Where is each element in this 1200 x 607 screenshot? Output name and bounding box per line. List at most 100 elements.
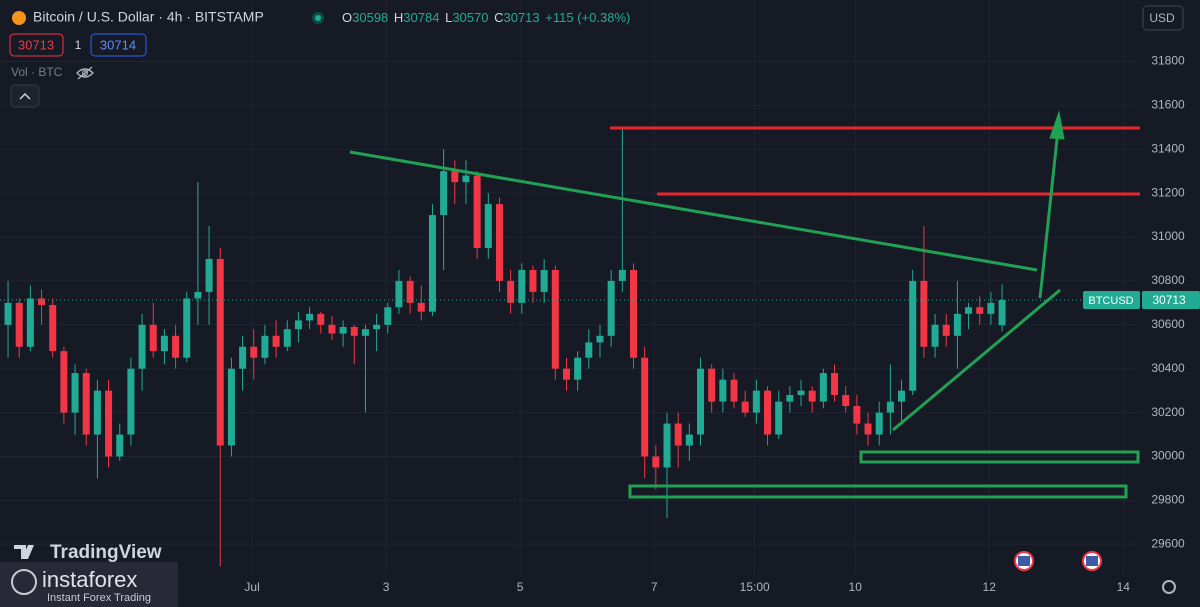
candle-body (116, 434, 124, 457)
candle-body (764, 390, 772, 435)
arrow-head (1049, 110, 1065, 140)
settings-icon[interactable] (1162, 580, 1176, 594)
coin-icon (12, 11, 26, 25)
candle-body (317, 313, 325, 325)
brand-logo (14, 545, 34, 559)
candle-body (105, 390, 113, 457)
candle-body (797, 390, 805, 396)
x-tick-label: Jul (244, 580, 259, 594)
candle-body (641, 357, 649, 457)
candle-body (373, 324, 381, 330)
candle-body (741, 401, 749, 413)
collapse-button[interactable] (10, 84, 40, 108)
candle-body (998, 300, 1006, 326)
candle-body (172, 335, 180, 358)
candle-body (730, 379, 738, 402)
candle-body (618, 269, 626, 281)
ask-box[interactable] (90, 33, 147, 57)
candle-body (652, 456, 660, 468)
candle-body (395, 280, 403, 308)
candle-body (194, 291, 202, 299)
candle-body (574, 357, 582, 380)
candle-body (350, 327, 358, 336)
x-tick-label: 5 (517, 580, 524, 594)
candle-body (585, 342, 593, 358)
candle-body (93, 390, 101, 435)
candle-body (60, 351, 68, 413)
y-tick-label: 30200 (1151, 405, 1185, 419)
candle-body (596, 335, 604, 343)
candle-body (49, 305, 57, 352)
candle-body (4, 302, 12, 325)
currency-button[interactable] (1142, 5, 1184, 31)
candle-body (71, 373, 79, 413)
event-flags[interactable] (1014, 551, 1102, 571)
candle-body (417, 302, 425, 312)
candle-body (428, 215, 436, 312)
candle-body (283, 329, 291, 347)
y-tick-label: 30600 (1151, 317, 1185, 331)
drawings (349, 110, 1140, 499)
legend-label: L (445, 10, 452, 25)
title: Bitcoin / U.S. Dollar · 4h · BITSTAMP (33, 9, 264, 25)
y-axis: 29600 29800 30000 30200 30400 30600 30800 31000… (1151, 54, 1185, 551)
candle-body (942, 324, 950, 336)
candle-body (451, 171, 459, 183)
x-tick-label: 14 (1117, 580, 1131, 594)
x-tick-label: 15:00 (740, 580, 770, 594)
candle-body (685, 434, 693, 446)
bid-box[interactable] (9, 33, 64, 57)
candle-body (205, 258, 213, 292)
hide-icon[interactable] (76, 66, 94, 80)
candle-body (976, 307, 984, 314)
y-tick-label: 30400 (1151, 361, 1185, 375)
candle-body (953, 313, 961, 336)
candle-body (127, 368, 135, 435)
change: +115 (545, 10, 573, 25)
y-tick-label: 31200 (1151, 185, 1185, 199)
support-trend (892, 288, 1061, 432)
support-zone (859, 450, 1140, 464)
trend-line (349, 150, 1038, 272)
x-tick-label: 7 (651, 580, 658, 594)
y-tick-label: 31400 (1151, 141, 1185, 155)
candle-body (674, 423, 682, 446)
candle-body (328, 324, 336, 334)
currency: USD (1149, 11, 1175, 25)
arrow (1038, 129, 1060, 299)
candle-body (149, 324, 157, 352)
candle-body (831, 373, 839, 396)
price-tag (1142, 291, 1200, 310)
watermark-sub: Instant Forex Trading (47, 592, 151, 604)
candle-body (160, 335, 168, 352)
candle-body (250, 346, 258, 358)
ask: 30714 (100, 37, 136, 52)
watermark-logo (11, 569, 37, 595)
candle-body (920, 280, 928, 347)
candle-body (272, 335, 280, 347)
y-tick-label: 30800 (1151, 273, 1185, 287)
candle-body (216, 258, 224, 446)
candle-body (440, 171, 448, 216)
support-zone (628, 484, 1128, 499)
y-tick-label: 29600 (1151, 536, 1185, 550)
status-dot (315, 15, 321, 21)
symbol: BTCUSD (1088, 295, 1133, 307)
candle-body (261, 335, 269, 358)
candle-body (562, 368, 570, 380)
watermark: instaforex (42, 567, 137, 592)
legend-value: 30784 (403, 10, 439, 25)
candle-body (239, 346, 247, 369)
bid: 30713 (18, 37, 54, 52)
candle-body (495, 204, 503, 281)
ohlc-legend: O30598 H30784 L30570 C30713 +115 (+0.38%… (342, 10, 630, 25)
x-tick-label: 10 (849, 580, 863, 594)
candle-body (775, 401, 783, 435)
candle-body (38, 298, 46, 306)
y-tick-label: 30000 (1151, 449, 1185, 463)
candle-body (384, 307, 392, 325)
y-tick-label: 31800 (1151, 54, 1185, 68)
candle-body (808, 390, 816, 402)
candle-body (931, 324, 939, 347)
